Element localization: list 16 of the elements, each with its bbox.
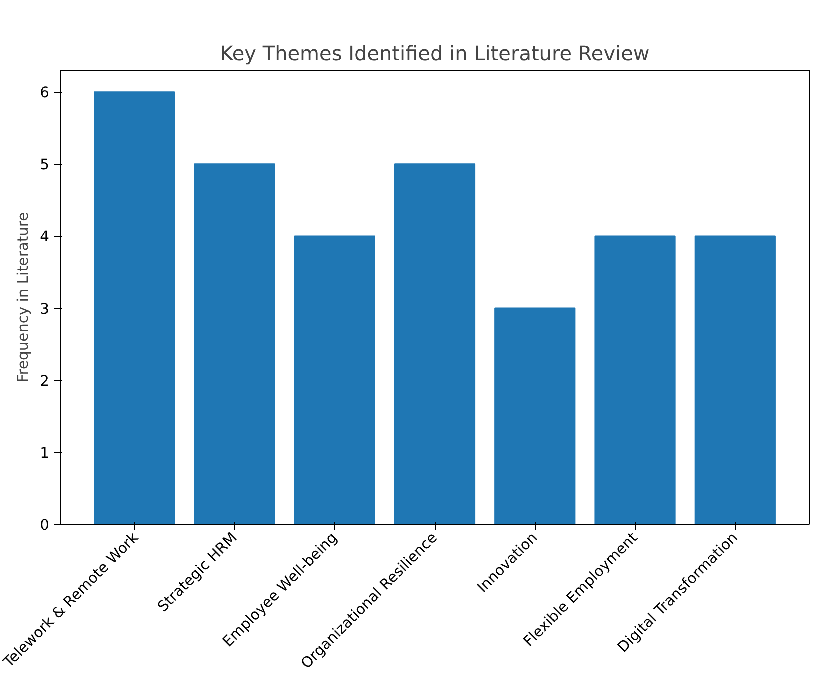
bar [94,92,176,524]
y-tick-label: 6 [40,84,50,102]
y-tick-label: 2 [40,372,50,390]
y-tick-label: 3 [40,300,50,318]
y-tick-label: 0 [40,517,50,534]
chart-title: Key Themes Identified in Literature Review [220,42,650,66]
y-tick-label: 5 [40,156,50,174]
bar [194,164,276,524]
y-axis-title: Frequency in Literature [15,212,32,383]
bar [594,236,676,524]
bar [394,164,476,524]
y-tick-label: 4 [40,228,50,246]
bar [494,308,576,524]
bar [694,236,776,524]
y-tick-label: 1 [40,444,50,462]
bar [294,236,376,524]
